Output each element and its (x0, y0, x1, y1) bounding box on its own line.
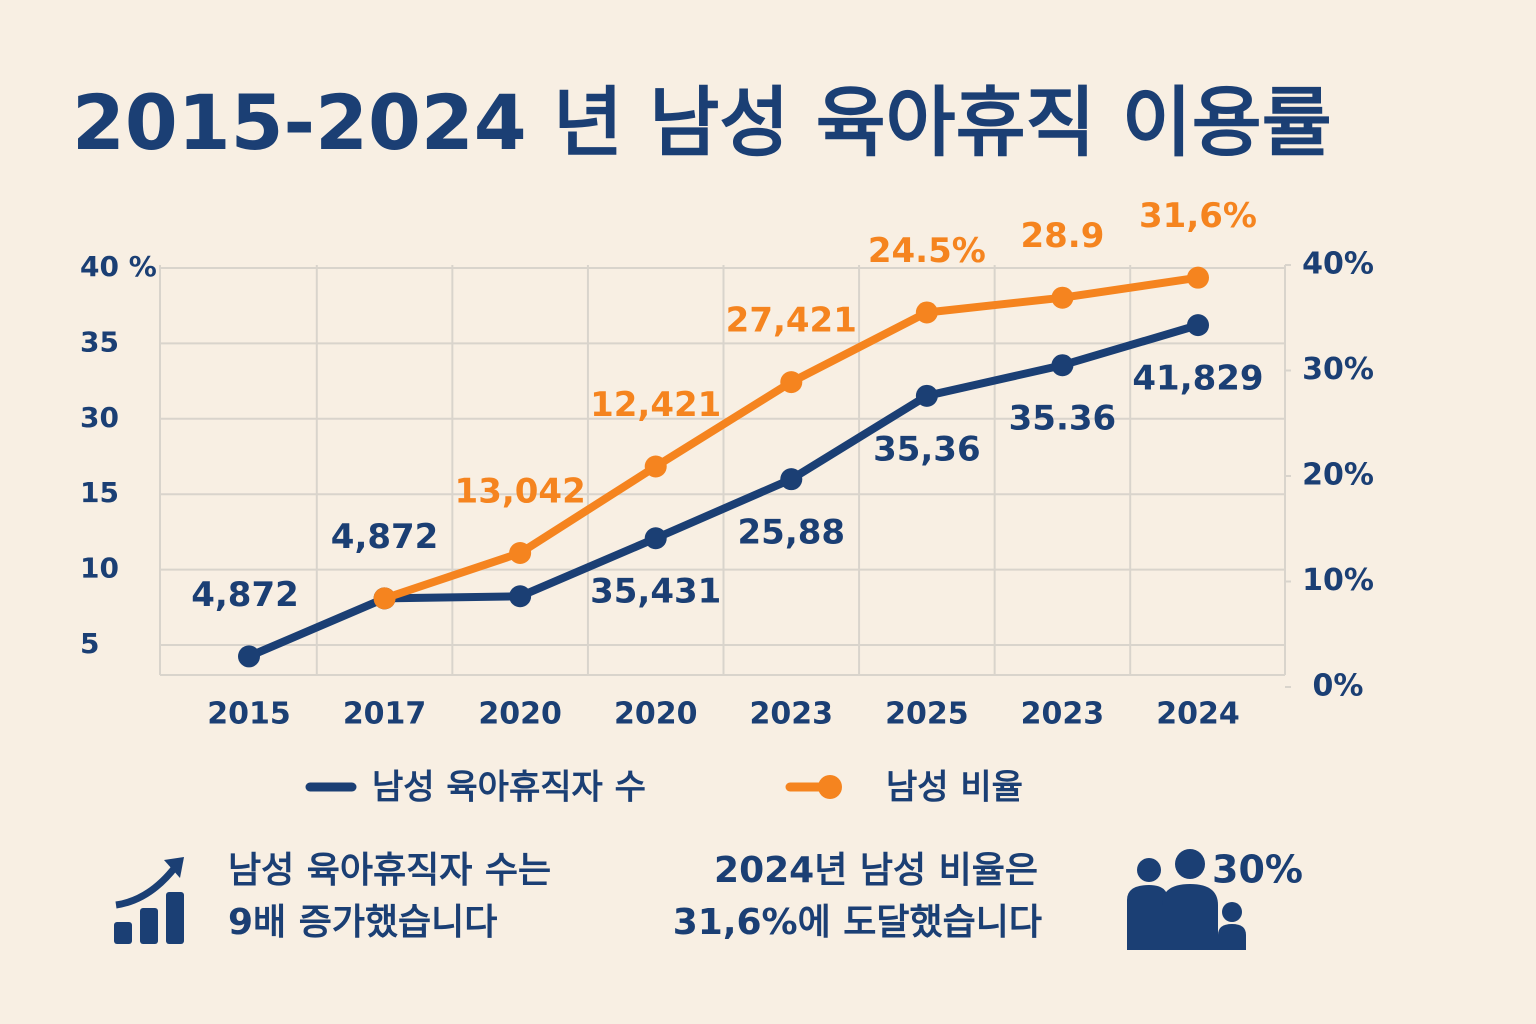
right-axis-label: 0% (1313, 669, 1364, 704)
data-point (1187, 314, 1209, 337)
point-label: 4,872 (331, 517, 439, 557)
legend-swatch (818, 775, 842, 799)
callout-text: 30% (1212, 848, 1303, 892)
data-point (238, 645, 260, 668)
x-tick-label: 2020 (614, 697, 698, 732)
point-label: 35,431 (590, 572, 721, 612)
chart-title: 2015-2024 년 남성 육아휴직 이용률 (72, 78, 1332, 167)
right-axis-label: 40% (1302, 247, 1374, 282)
point-label: 41,829 (1132, 359, 1263, 399)
data-point (1187, 266, 1209, 289)
point-label: 24.5% (868, 231, 986, 271)
people-icon (1127, 849, 1246, 950)
data-point (509, 585, 532, 608)
left-axis-label: 30 (80, 401, 119, 434)
point-label: 12,421 (590, 385, 721, 425)
data-point (644, 455, 667, 478)
left-axis-label: 40 % (80, 250, 157, 283)
x-tick-label: 2024 (1156, 697, 1240, 732)
point-label: 13,042 (455, 472, 586, 512)
callout-text: 31,6%에 도달했습니다 (673, 902, 1042, 943)
callout-text: 2024년 남성 비율은 (714, 850, 1038, 891)
callout-text: 남성 육아휴직자 수는 (228, 850, 551, 891)
data-point (780, 468, 803, 491)
x-tick-label: 2017 (343, 697, 427, 732)
x-tick-label: 2025 (885, 697, 969, 732)
x-tick-label: 2015 (207, 697, 291, 732)
right-axis-label: 20% (1302, 458, 1374, 493)
right-axis-label: 10% (1302, 563, 1374, 598)
data-point (1051, 286, 1074, 309)
point-label: 4,872 (191, 575, 299, 615)
point-label: 27,421 (726, 301, 857, 341)
x-tick-label: 2023 (750, 697, 834, 732)
point-label: 28.9 (1020, 216, 1104, 256)
point-label: 35.36 (1009, 399, 1117, 439)
legend-label: 남성 비율 (886, 768, 1023, 808)
point-label: 25,88 (738, 513, 846, 553)
left-axis-label: 35 (80, 325, 119, 358)
data-point (644, 527, 667, 550)
data-point (509, 542, 532, 565)
data-point (915, 301, 938, 324)
data-point (915, 384, 938, 407)
x-tick-label: 2023 (1021, 697, 1105, 732)
growth-icon (114, 857, 184, 944)
point-label: 31,6% (1139, 196, 1257, 236)
left-axis-label: 15 (80, 476, 119, 509)
series-line (247, 321, 1200, 661)
callout-text: 9배 증가했습니다 (228, 902, 497, 943)
data-point (780, 371, 803, 394)
data-point (373, 587, 396, 610)
right-axis-label: 30% (1302, 352, 1374, 387)
data-point (1051, 354, 1074, 377)
left-axis-label: 10 (80, 552, 119, 585)
left-axis-label: 5 (80, 627, 99, 660)
point-label: 35,36 (873, 429, 981, 469)
legend-label: 남성 육아휴직자 수 (372, 768, 646, 808)
x-tick-label: 2020 (478, 697, 562, 732)
